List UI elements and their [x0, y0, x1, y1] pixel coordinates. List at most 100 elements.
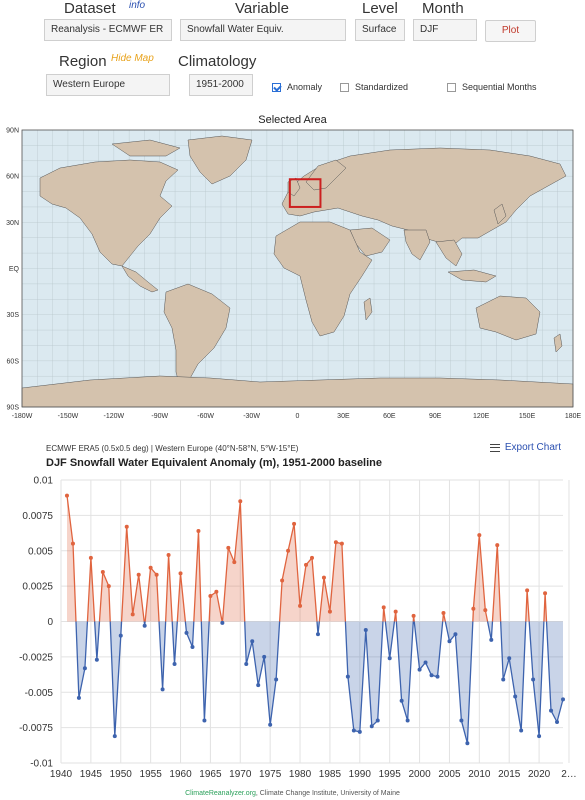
data-point[interactable] — [501, 677, 506, 682]
data-point[interactable] — [531, 677, 536, 682]
data-point[interactable] — [417, 667, 422, 672]
data-point[interactable] — [471, 606, 476, 611]
data-point[interactable] — [315, 632, 320, 637]
data-point[interactable] — [82, 666, 87, 671]
data-point[interactable] — [208, 594, 213, 599]
data-point[interactable] — [136, 572, 141, 577]
data-point[interactable] — [88, 555, 93, 560]
data-point[interactable] — [375, 718, 380, 723]
data-point[interactable] — [495, 543, 500, 548]
data-point[interactable] — [519, 728, 524, 733]
data-point[interactable] — [369, 724, 374, 729]
sequential-months-checkbox[interactable]: Sequential Months — [447, 82, 537, 92]
data-point[interactable] — [459, 718, 464, 723]
data-point[interactable] — [513, 694, 518, 699]
data-point[interactable] — [160, 687, 165, 692]
data-point[interactable] — [292, 521, 297, 526]
data-point[interactable] — [399, 698, 404, 703]
data-point[interactable] — [525, 588, 530, 593]
data-point[interactable] — [381, 605, 386, 610]
data-point[interactable] — [172, 661, 177, 666]
data-point[interactable] — [441, 611, 446, 616]
data-point[interactable] — [561, 697, 565, 702]
data-point[interactable] — [130, 612, 135, 617]
data-point[interactable] — [76, 695, 81, 700]
data-point[interactable] — [453, 632, 458, 637]
data-point[interactable] — [256, 683, 261, 688]
data-point[interactable] — [238, 499, 243, 504]
data-point[interactable] — [124, 524, 129, 529]
data-point[interactable] — [507, 656, 512, 661]
data-point[interactable] — [226, 545, 231, 550]
month-select[interactable]: DJF — [413, 19, 477, 41]
data-point[interactable] — [202, 718, 207, 723]
dataset-info-link[interactable]: info — [129, 0, 146, 11]
data-point[interactable] — [483, 608, 488, 613]
data-point[interactable] — [106, 584, 111, 589]
data-point[interactable] — [423, 660, 428, 665]
data-point[interactable] — [447, 639, 452, 644]
anomaly-checkbox[interactable]: Anomaly — [272, 82, 322, 92]
data-point[interactable] — [321, 575, 326, 580]
data-point[interactable] — [555, 719, 560, 724]
data-point[interactable] — [148, 565, 153, 570]
series-points[interactable] — [64, 493, 565, 746]
data-point[interactable] — [280, 578, 285, 583]
data-point[interactable] — [64, 493, 69, 498]
data-point[interactable] — [327, 609, 332, 614]
data-point[interactable] — [250, 639, 255, 644]
data-point[interactable] — [465, 741, 470, 746]
data-point[interactable] — [262, 654, 267, 659]
dataset-select[interactable]: Reanalysis - ECMWF ER — [44, 19, 172, 41]
export-chart-button[interactable]: Export Chart — [489, 442, 561, 453]
data-point[interactable] — [411, 613, 416, 618]
data-point[interactable] — [363, 627, 368, 632]
data-point[interactable] — [196, 528, 201, 533]
data-point[interactable] — [286, 548, 291, 553]
data-point[interactable] — [244, 661, 249, 666]
data-point[interactable] — [429, 673, 434, 678]
data-point[interactable] — [100, 569, 105, 574]
data-point[interactable] — [214, 589, 219, 594]
data-point[interactable] — [405, 718, 410, 723]
data-point[interactable] — [178, 571, 183, 576]
data-point[interactable] — [274, 677, 279, 682]
data-point[interactable] — [232, 560, 237, 565]
data-point[interactable] — [537, 734, 542, 739]
standardized-checkbox[interactable]: Standardized — [340, 82, 408, 92]
climatology-select[interactable]: 1951-2000 — [189, 74, 253, 96]
data-point[interactable] — [489, 637, 494, 642]
data-point[interactable] — [304, 562, 309, 567]
data-point[interactable] — [357, 729, 362, 734]
data-point[interactable] — [298, 603, 303, 608]
data-point[interactable] — [112, 734, 117, 739]
sequential-check-icon[interactable] — [447, 82, 456, 92]
level-select[interactable]: Surface — [355, 19, 405, 41]
standardized-check-icon[interactable] — [340, 82, 349, 92]
data-point[interactable] — [333, 540, 338, 545]
world-map[interactable]: -180W -150W -120W -90W -60W -30W 0 30E 60E 90E 120… — [0, 126, 585, 426]
data-point[interactable] — [154, 572, 159, 577]
data-point[interactable] — [543, 591, 548, 596]
data-point[interactable] — [94, 657, 99, 662]
data-point[interactable] — [166, 552, 171, 557]
data-point[interactable] — [310, 555, 314, 560]
data-point[interactable] — [549, 708, 554, 713]
anomaly-check-icon[interactable] — [272, 82, 281, 92]
data-point[interactable] — [393, 609, 398, 614]
data-point[interactable] — [142, 623, 147, 628]
data-point[interactable] — [477, 533, 482, 538]
selected-region-box[interactable] — [288, 178, 322, 208]
data-point[interactable] — [184, 630, 189, 635]
data-point[interactable] — [435, 674, 440, 679]
region-select[interactable]: Western Europe — [46, 74, 170, 96]
data-point[interactable] — [118, 633, 123, 638]
data-point[interactable] — [339, 541, 344, 546]
hide-map-link[interactable]: Hide Map — [111, 53, 154, 64]
plot-button[interactable]: Plot — [485, 20, 536, 42]
data-point[interactable] — [351, 728, 356, 733]
anomaly-chart[interactable]: 0.01 0.0075 0.005 0.0025 0 -0.0025 -0.005 -0.00… — [0, 470, 585, 788]
variable-select[interactable]: Snowfall Water Equiv. — [180, 19, 346, 41]
data-point[interactable] — [268, 722, 273, 727]
data-point[interactable] — [70, 541, 75, 546]
